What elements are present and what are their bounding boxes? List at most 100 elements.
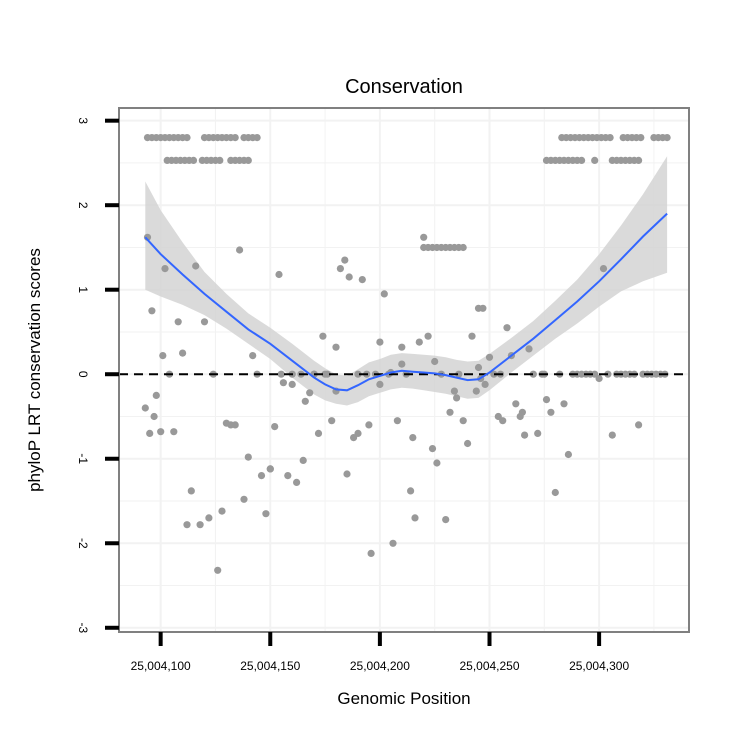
data-point (365, 421, 373, 429)
data-point (284, 472, 292, 480)
data-point (354, 370, 362, 378)
data-point (299, 456, 307, 464)
data-point (464, 439, 472, 448)
data-point (275, 270, 283, 279)
y-axis-ticks: -3 -2 -1 0 1 2 3 (76, 117, 119, 633)
data-point (244, 453, 252, 461)
data-point (389, 539, 397, 547)
y-tick-label: -1 (76, 453, 90, 464)
x-tick-label: 25,004,150 (240, 659, 300, 673)
data-point (393, 417, 401, 425)
y-tick-label: 0 (76, 371, 90, 378)
x-tick-label: 25,004,200 (350, 659, 410, 673)
data-point (141, 404, 149, 412)
data-point (542, 396, 551, 404)
data-point (453, 394, 461, 402)
data-point (409, 434, 417, 442)
data-point (459, 243, 467, 252)
panel-border (118, 107, 690, 633)
data-point (560, 400, 568, 408)
data-point (503, 324, 511, 332)
data-point (564, 450, 573, 459)
data-point (512, 400, 520, 408)
data-point (200, 318, 209, 326)
data-point (529, 370, 537, 378)
data-point (174, 318, 182, 326)
data-point (159, 352, 167, 360)
data-point (398, 343, 406, 351)
data-point (376, 338, 384, 346)
data-point (179, 349, 187, 357)
data-point (262, 510, 270, 518)
data-point (157, 428, 165, 436)
data-point (663, 134, 671, 142)
data-point (293, 478, 301, 486)
data-point (367, 549, 375, 558)
y-tick-label: 2 (76, 202, 90, 209)
data-point (214, 566, 222, 574)
data-point (474, 363, 483, 372)
data-point (606, 134, 614, 142)
data-point (343, 470, 351, 478)
y-tick-label: -3 (76, 622, 90, 633)
data-point (150, 412, 158, 421)
data-point (468, 332, 476, 340)
confidence-band (145, 156, 668, 406)
data-point (306, 389, 314, 397)
chart-title: Conservation (345, 76, 463, 98)
data-point (183, 134, 191, 142)
data-point (314, 429, 323, 437)
data-point (499, 417, 507, 425)
data-point (345, 273, 353, 281)
data-point (446, 408, 454, 416)
data-point (332, 343, 340, 351)
data-point (196, 521, 204, 529)
data-point (271, 423, 279, 431)
x-tick-label: 25,004,250 (459, 659, 519, 673)
data-point (266, 465, 274, 473)
data-point (455, 370, 463, 378)
data-point (407, 487, 415, 495)
data-point (485, 353, 494, 361)
data-point (398, 360, 406, 368)
data-point (183, 521, 191, 529)
data-point (354, 429, 362, 437)
data-point (534, 429, 542, 437)
data-point (420, 233, 428, 241)
data-point (328, 417, 336, 425)
x-axis-ticks: 25,004,100 25,004,150 25,004,200 25,004,250… (131, 632, 629, 673)
data-point (595, 374, 603, 383)
data-point (481, 380, 489, 388)
data-point (547, 408, 555, 416)
data-point (525, 345, 533, 353)
data-point (635, 421, 643, 429)
data-point (608, 431, 616, 439)
data-point (240, 495, 248, 503)
data-point (578, 156, 586, 164)
data-point (433, 459, 441, 467)
data-point (257, 472, 266, 480)
data-point (424, 332, 432, 340)
y-tick-label: -2 (76, 538, 90, 549)
data-point (236, 246, 244, 254)
data-point (321, 370, 329, 378)
data-point (459, 417, 467, 425)
data-point (518, 408, 527, 416)
data-point (231, 421, 239, 429)
data-point (189, 156, 198, 164)
data-point (551, 488, 559, 497)
data-point (479, 304, 487, 312)
data-point (521, 431, 529, 439)
data-point (591, 370, 599, 378)
y-tick-label: 1 (76, 286, 90, 293)
data-point (216, 156, 224, 164)
data-point (319, 332, 327, 340)
data-point (187, 487, 195, 495)
data-point (336, 265, 344, 273)
data-point (637, 134, 645, 142)
data-point (490, 370, 498, 378)
x-tick-label: 25,004,100 (131, 659, 191, 673)
data-point (376, 380, 384, 388)
data-point (415, 338, 423, 346)
